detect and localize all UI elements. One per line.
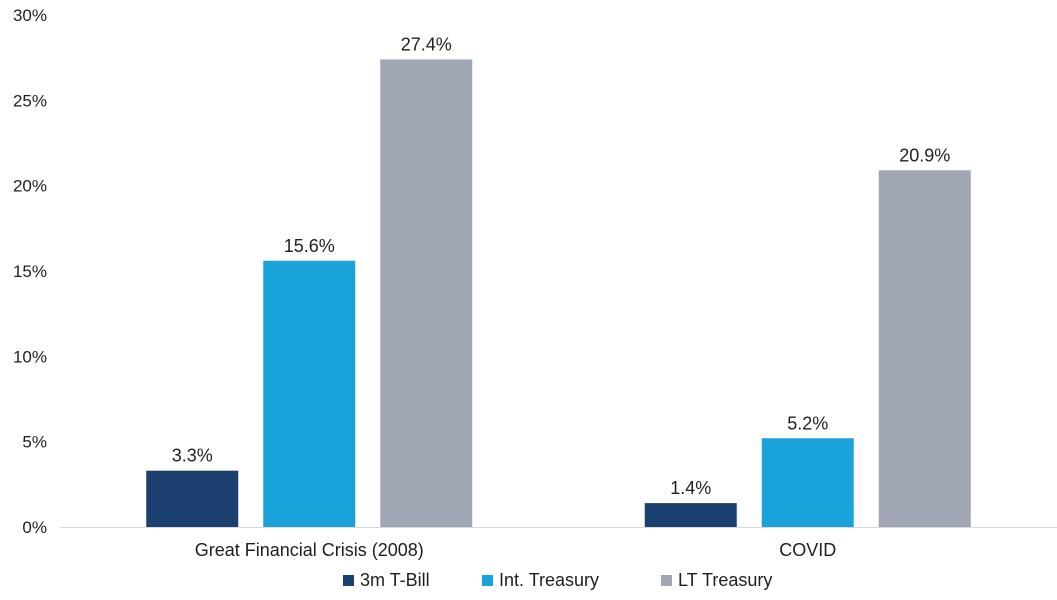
legend-swatch-3m-tbill <box>343 575 354 586</box>
bar-int-treasury-covid <box>761 438 854 527</box>
data-label: 1.4% <box>670 478 711 498</box>
y-tick-label: 10% <box>13 347 47 366</box>
y-tick-label: 15% <box>13 262 47 281</box>
y-tick-label: 20% <box>13 177 47 196</box>
legend-label-lt-treasury: LT Treasury <box>678 570 772 590</box>
x-axis-categories: Great Financial Crisis (2008) COVID <box>195 540 837 560</box>
bar-3m-tbill-covid <box>644 503 737 527</box>
data-labels-group: 3.3% 15.6% 27.4% 1.4% 5.2% 20.9% <box>172 34 951 498</box>
legend-swatch-lt-treasury <box>661 575 672 586</box>
legend-label-int-treasury: Int. Treasury <box>499 570 599 590</box>
data-label: 27.4% <box>401 34 452 54</box>
y-axis-ticks: 0% 5% 10% 15% 20% 25% 30% <box>13 6 47 537</box>
data-label: 15.6% <box>284 236 335 256</box>
y-tick-label: 30% <box>13 6 47 25</box>
bar-lt-treasury-gfc <box>380 59 473 528</box>
data-label: 3.3% <box>172 446 213 466</box>
bar-int-treasury-gfc <box>263 260 356 527</box>
y-tick-label: 25% <box>13 91 47 110</box>
bar-lt-treasury-covid <box>878 170 971 527</box>
data-label: 5.2% <box>787 413 828 433</box>
y-tick-label: 0% <box>22 518 47 537</box>
data-label: 20.9% <box>899 145 950 165</box>
category-label-gfc: Great Financial Crisis (2008) <box>195 540 424 560</box>
y-tick-label: 5% <box>22 433 47 452</box>
legend: 3m T-Bill Int. Treasury LT Treasury <box>343 570 772 590</box>
bar-3m-tbill-gfc <box>146 470 239 527</box>
legend-label-3m-tbill: 3m T-Bill <box>360 570 430 590</box>
category-label-covid: COVID <box>779 540 836 560</box>
bars-group <box>146 59 971 528</box>
legend-swatch-int-treasury <box>482 575 493 586</box>
